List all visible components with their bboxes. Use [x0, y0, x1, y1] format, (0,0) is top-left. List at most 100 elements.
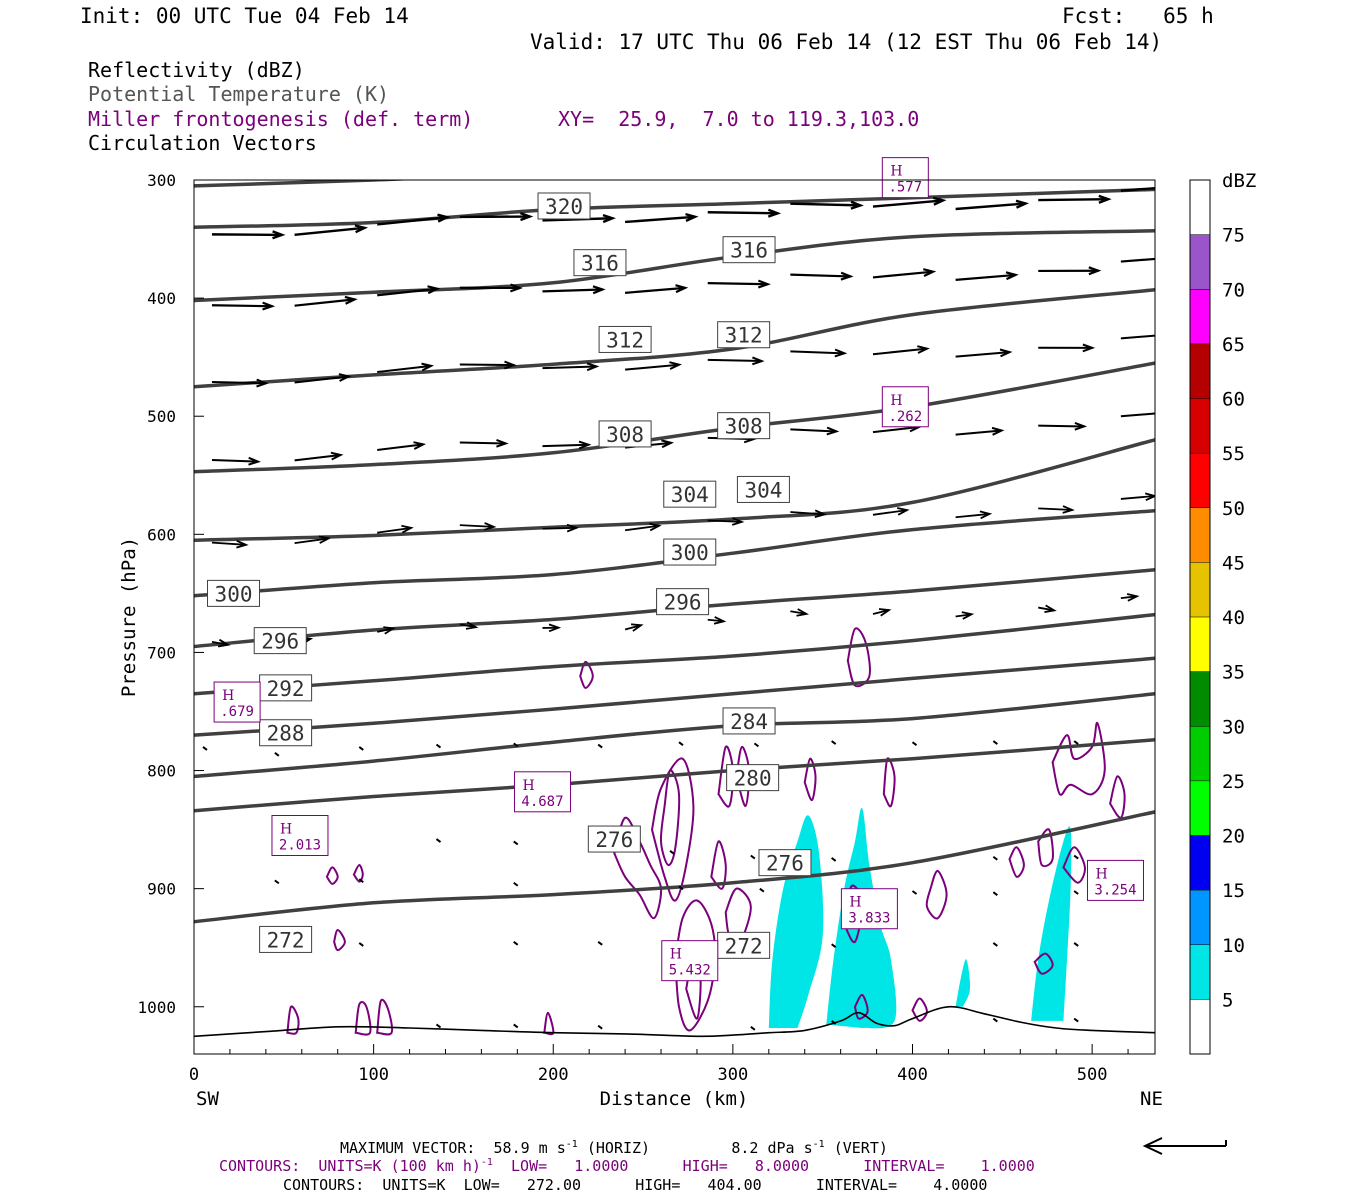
- vector-shaft: [1120, 595, 1137, 600]
- vector-shaft: [707, 519, 742, 523]
- frontogenesis-max-box: [271, 815, 329, 856]
- circulation-vector-48: [1120, 412, 1155, 418]
- colorbar-segment-11: [1190, 726, 1210, 781]
- colorbar-segment-1: [1190, 180, 1210, 235]
- circulation-vector-13: [211, 301, 276, 311]
- frontogenesis-max-value: 3.833: [848, 911, 890, 927]
- frontogenesis-contour-24: [376, 998, 394, 1036]
- x-tick-label-300: 300: [718, 1065, 749, 1085]
- vector-shaft: [872, 347, 928, 356]
- vector-head: [1181, 183, 1191, 190]
- theta-contour-272: [194, 810, 1155, 924]
- vector-shaft: [459, 524, 494, 528]
- frontogenesis-max-value: .679: [220, 704, 254, 720]
- small-vector-14: [435, 838, 442, 843]
- theta-label-20: 272: [717, 931, 771, 959]
- colorbar-label-30: 30: [1222, 716, 1245, 738]
- small-vector-41: [750, 1026, 756, 1031]
- vector-head: [262, 301, 276, 311]
- circulation-vector-72: [1120, 593, 1140, 602]
- circulation-vector-1: [211, 230, 286, 240]
- small-vector-43: [992, 1017, 998, 1023]
- frontogenesis-contour-26: [333, 928, 346, 952]
- small-vector-32: [597, 940, 603, 946]
- circulation-vector-47: [1038, 421, 1088, 431]
- circulation-vector-22: [955, 271, 1019, 281]
- vector-shaft: [294, 537, 329, 544]
- small-vector-35: [992, 942, 998, 947]
- frontogenesis-max-6: H5.432: [661, 940, 719, 982]
- circulation-vector-61: [211, 638, 231, 648]
- theta-label-box: [207, 579, 261, 607]
- vector-shaft: [872, 609, 890, 615]
- vector-shaft: [625, 215, 696, 224]
- small-vector-37: [1154, 941, 1155, 944]
- theta-label-box: [598, 420, 652, 448]
- circulation-vector-15: [377, 285, 441, 297]
- terrain-surface: [194, 1005, 1155, 1038]
- y-tick-label-1000: 1000: [137, 998, 176, 1017]
- colorbar-segment-14: [1190, 890, 1210, 945]
- vector-shaft: [1038, 424, 1085, 428]
- vector-head: [897, 507, 910, 516]
- theta-label-box: [587, 825, 641, 853]
- y-tick-label-800: 800: [147, 762, 176, 781]
- vector-shaft: [955, 351, 1010, 358]
- vector-head: [427, 285, 441, 295]
- theta-label-text: 304: [671, 483, 709, 507]
- frontogenesis-max-letter: H: [280, 822, 292, 838]
- vector-head: [1082, 343, 1096, 353]
- vector-shaft: [377, 443, 424, 451]
- frontogenesis-contour-info: CONTOURS: UNITS=K (100 km h)-1 LOW= 1.00…: [219, 1157, 1035, 1175]
- vector-shaft: [211, 541, 247, 546]
- vector-head: [510, 283, 523, 293]
- circulation-vector-17: [542, 285, 606, 295]
- theta-label-box: [259, 674, 313, 702]
- small-vector-25: [759, 887, 765, 893]
- theta-label-8: 304: [663, 480, 717, 508]
- colorbar-label-60: 60: [1222, 389, 1245, 411]
- frontogenesis-max-letter: H: [890, 164, 902, 180]
- frontogenesis-contour-29: [325, 866, 339, 885]
- theta-label-text: 276: [766, 852, 804, 876]
- vector-head: [1171, 254, 1181, 261]
- frontogenesis-max-value: .577: [888, 180, 922, 196]
- colorbar-segment-5: [1190, 398, 1210, 454]
- circulation-vector-55: [707, 517, 745, 526]
- vector-shaft: [1120, 186, 1155, 192]
- small-vector-7: [678, 741, 684, 746]
- theta-label-box: [736, 475, 790, 503]
- colorbar-label-20: 20: [1222, 826, 1245, 848]
- vector-shaft: [1120, 334, 1155, 340]
- small-vector-18: [831, 857, 837, 862]
- plot-background: [194, 180, 1155, 1054]
- circulation-vector-57: [872, 507, 910, 516]
- theta-label-text: 292: [267, 677, 305, 701]
- theta-label-box: [717, 931, 771, 959]
- vector-head: [1005, 271, 1019, 281]
- vector-head: [496, 438, 509, 448]
- vector-head: [586, 362, 600, 372]
- vector-shaft: [872, 425, 920, 434]
- vector-shaft: [624, 524, 660, 532]
- circulation-vector-36: [1120, 334, 1155, 340]
- frontogenesis-max-box: [881, 386, 929, 428]
- vector-head: [272, 230, 286, 240]
- circulation-vector-12: [1120, 183, 1191, 192]
- vector-shaft: [790, 273, 851, 278]
- small-vector-12: [1073, 740, 1079, 745]
- theta-label-box: [573, 249, 627, 277]
- vector-head: [631, 623, 644, 632]
- x-tick-label-100: 100: [358, 1065, 389, 1085]
- frontogenesis-contour-25: [543, 1011, 555, 1036]
- small-vector-16: [669, 850, 675, 855]
- circulation-vector-27: [377, 362, 435, 374]
- theta-label-3: 316: [722, 236, 776, 264]
- y-tick-label-300: 300: [147, 171, 176, 190]
- theta-label-box: [537, 192, 591, 220]
- colorbar-label-40: 40: [1222, 607, 1245, 629]
- theta-label-text: 316: [581, 252, 619, 276]
- vector-shaft: [211, 381, 266, 385]
- circulation-vector-58: [955, 510, 993, 520]
- circulation-vector-67: [707, 616, 727, 625]
